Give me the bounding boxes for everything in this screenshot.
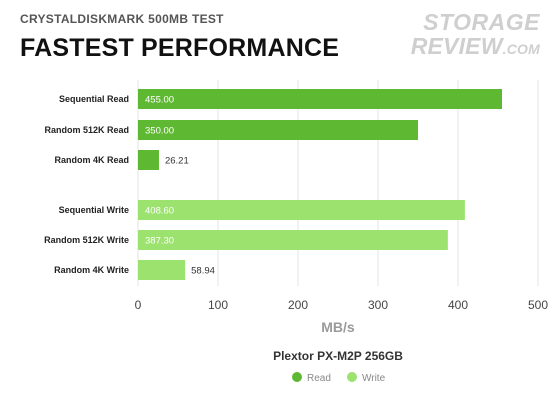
value-label-random-512k-read: 350.00	[145, 126, 174, 137]
category-label-random-512k-write: Random 512K Write	[44, 235, 129, 245]
chart-title: FASTEST PERFORMANCE	[20, 34, 340, 62]
x-tick-0: 0	[135, 298, 142, 312]
legend-marker-read	[292, 372, 302, 382]
chart-subtitle: CRYSTALDISKMARK 500MB TEST	[20, 12, 224, 26]
logo-line-1: STORAGE	[423, 9, 540, 35]
x-tick-labels: 0 100 200 300 400 500	[135, 298, 549, 312]
value-label-sequential-read: 455.00	[145, 95, 174, 106]
legend-title: Plextor PX-M2P 256GB	[273, 349, 403, 363]
value-label-random-4k-write: 58.94	[191, 266, 215, 277]
x-axis-label: MB/s	[321, 319, 355, 335]
value-label-sequential-write: 408.60	[145, 206, 174, 217]
value-label-random-4k-read: 26.21	[165, 156, 189, 167]
category-label-random-4k-write: Random 4K Write	[54, 265, 129, 275]
bar-sequential-read	[138, 89, 502, 109]
bar-random-4k-read	[138, 150, 159, 170]
x-tick-400: 400	[448, 298, 468, 312]
bar-sequential-write	[138, 200, 465, 220]
logo-line-2-suffix: .COM	[502, 41, 540, 57]
legend-label-read: Read	[307, 373, 331, 384]
value-labels: 455.00 350.00 26.21 408.60 387.30 58.94	[145, 95, 215, 277]
category-label-random-512k-read: Random 512K Read	[44, 125, 129, 135]
category-label-sequential-write: Sequential Write	[59, 205, 129, 215]
storagereview-logo: STORAGE REVIEW.COM	[408, 10, 540, 70]
x-tick-100: 100	[208, 298, 228, 312]
bar-random-4k-write	[138, 260, 186, 280]
gridlines	[137, 80, 539, 286]
legend-marker-write	[347, 372, 357, 382]
legend-label-write: Write	[362, 373, 386, 384]
x-tick-300: 300	[368, 298, 388, 312]
logo-line-2-main: REVIEW	[410, 33, 503, 59]
category-labels: Sequential Read Random 512K Read Random 4K…	[44, 94, 129, 275]
legend: Read Write	[292, 372, 386, 384]
x-tick-500: 500	[528, 298, 548, 312]
bar-random-512k-write	[138, 230, 448, 250]
logo-line-2: REVIEW.COM	[408, 34, 540, 61]
value-label-random-512k-write: 387.30	[145, 236, 174, 247]
category-label-sequential-read: Sequential Read	[59, 94, 129, 104]
category-label-random-4k-read: Random 4K Read	[54, 155, 129, 165]
bar-random-512k-read	[138, 120, 418, 140]
x-tick-200: 200	[288, 298, 308, 312]
bars	[138, 89, 502, 280]
